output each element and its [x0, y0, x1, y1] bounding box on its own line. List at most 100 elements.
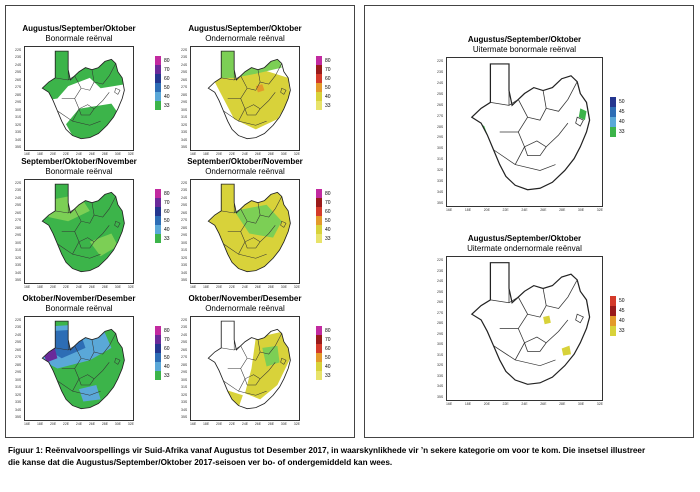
y-tick-label: 24S [15, 332, 22, 337]
y-tick-label: 23S [181, 188, 188, 193]
color-legend: 50 45 40 33 [610, 296, 632, 336]
x-tick-label: 22E [228, 285, 236, 289]
color-legend: 80 70 60 50 40 33 [155, 56, 177, 110]
province-border [55, 345, 75, 351]
probability-region [42, 184, 125, 272]
y-tick-label: 28S [181, 92, 188, 97]
x-tick-row: 16E 18E 20E 22E 24E 26E 28E 30E 32E [24, 285, 134, 289]
y-tick-label: 27S [437, 113, 444, 118]
y-tick-label: 34S [437, 384, 444, 389]
legend-swatch [316, 371, 322, 380]
y-tick-label: 25S [181, 340, 188, 345]
x-tick-label: 20E [483, 402, 490, 406]
x-tick-label: 20E [483, 208, 490, 212]
map-title-season: September/Oktober/November [21, 157, 137, 166]
probability-region [262, 345, 280, 367]
province-border [72, 98, 80, 122]
probability-region [471, 120, 488, 144]
map-title: Augustus/September/Oktober Uitermate bono… [426, 35, 623, 54]
y-tick-label: 31S [15, 115, 22, 120]
y-tick-label: 24S [15, 62, 22, 67]
x-tick-label: 28E [267, 285, 275, 289]
legend-label: 80 [325, 327, 331, 334]
legend-label: 40 [325, 226, 331, 233]
x-tick-label: 28E [559, 402, 566, 406]
x-tick-label: 20E [49, 285, 57, 289]
y-tick-label: 30S [437, 342, 444, 347]
x-tick-label: 26E [540, 208, 547, 212]
x-tick-label: 20E [49, 422, 57, 426]
province-border [545, 319, 569, 344]
x-tick-label: 22E [228, 422, 236, 426]
y-tick-label: 30S [181, 377, 188, 382]
x-tick-label: 16E [24, 422, 31, 426]
y-tick-label: 35S [15, 145, 22, 149]
x-tick-label: 24E [521, 402, 528, 406]
x-tick-label: 22E [62, 422, 70, 426]
legend-label: 50 [619, 298, 625, 304]
x-tick-label: 32E [127, 285, 134, 289]
x-tick-label: 30E [280, 152, 288, 156]
legend-label: 33 [325, 372, 331, 379]
country-outline [41, 50, 125, 140]
legend-label: 40 [164, 363, 170, 370]
map-svg [207, 183, 291, 273]
y-tick-label: 31S [15, 248, 22, 253]
y-tick-label: 28S [181, 362, 188, 367]
probability-region [79, 384, 101, 402]
map-title-category: Bonormale reënval [45, 33, 113, 43]
y-tick-label: 26S [15, 77, 22, 82]
legend-swatch [316, 216, 322, 225]
x-tick-label: 26E [254, 152, 262, 156]
y-tick-label: 25S [437, 289, 444, 294]
x-tick-label: 24E [241, 285, 249, 289]
map-title-category: Bonormale reënval [45, 303, 113, 313]
legend-swatch [316, 74, 322, 83]
x-tick-label: 16E [446, 402, 453, 406]
x-tick-label: 16E [446, 208, 453, 212]
x-tick-label: 18E [36, 152, 44, 156]
province-border [517, 99, 547, 121]
y-tick-label: 26S [181, 210, 188, 215]
map-title: September/Oktober/November Ondernormale r… [170, 157, 320, 176]
x-tick-label: 32E [596, 402, 603, 406]
map-svg [470, 262, 591, 385]
probability-region [212, 67, 291, 130]
probability-region [42, 321, 125, 409]
legend-swatch [155, 234, 161, 243]
x-tick-row: 16E 18E 20E 22E 24E 26E 28E 30E 32E [24, 152, 134, 156]
x-tick-label: 24E [75, 152, 83, 156]
province-border [221, 208, 241, 214]
y-tick-label: 34S [181, 270, 188, 275]
legend-label: 40 [619, 119, 625, 125]
country-outline [470, 262, 591, 385]
y-tick-label: 29S [181, 233, 188, 238]
x-tick-label: 26E [254, 422, 262, 426]
y-tick-label: 23S [15, 188, 22, 193]
map-title: September/Oktober/November Bonormale reën… [4, 157, 154, 176]
x-tick-label: 26E [88, 422, 96, 426]
province-border [244, 104, 261, 116]
y-tick-label: 25S [15, 70, 22, 75]
map-svg [207, 50, 291, 140]
legend-swatch [316, 344, 322, 353]
y-tick-label: 25S [437, 91, 444, 96]
map-svg [470, 58, 602, 191]
x-tick-label: 16E [24, 285, 31, 289]
x-tick-label: 16E [190, 422, 197, 426]
map-svg [41, 50, 125, 140]
y-tick-label: 33S [437, 179, 444, 184]
legend-label: 60 [325, 208, 331, 215]
legend-label: 60 [325, 75, 331, 82]
x-tick-label: 20E [49, 152, 57, 156]
province-border [499, 117, 528, 133]
x-tick-label: 22E [62, 152, 70, 156]
y-tick-label: 34S [181, 407, 188, 412]
y-tick-label: 23S [437, 268, 444, 273]
figure-caption: Figuur 1: Reënvalvoorspellings vir Suid-… [8, 446, 646, 467]
probability-region [596, 58, 602, 67]
probability-region [42, 51, 125, 104]
probability-region [471, 124, 482, 141]
legend-swatch [316, 362, 322, 371]
y-tick-label: 34S [437, 190, 444, 195]
